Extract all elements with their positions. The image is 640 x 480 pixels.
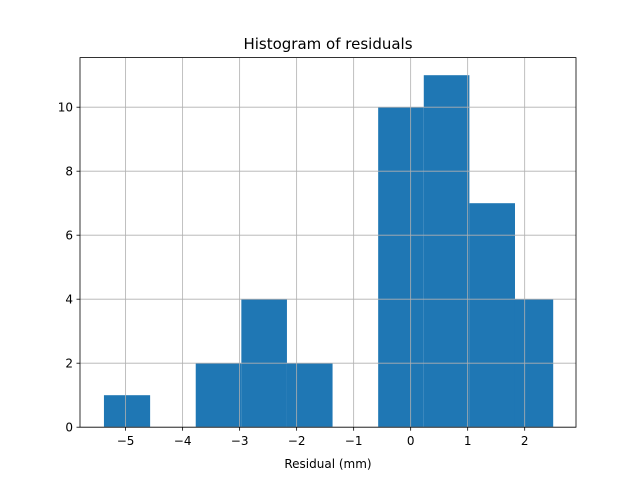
x-tick-label: 1 (464, 434, 472, 448)
x-tick-label: −5 (117, 434, 135, 448)
y-tick-label: 10 (58, 101, 73, 115)
bars-layer (103, 75, 554, 428)
chart-title: Histogram of residuals (243, 35, 412, 53)
x-tick-label: −1 (345, 434, 363, 448)
grid-layer (80, 57, 576, 428)
y-axis-ticks: 0 2 4 6 8 10 (58, 101, 80, 435)
x-tick-label: −4 (174, 434, 192, 448)
y-tick-label: 6 (65, 229, 73, 243)
y-tick-label: 4 (65, 293, 73, 307)
x-tick-label: −2 (288, 434, 306, 448)
x-tick-label: 0 (407, 434, 415, 448)
histogram-bar (286, 363, 333, 428)
histogram-bar (195, 363, 242, 428)
y-tick-label: 0 (65, 421, 73, 435)
x-axis-ticks: −5 −4 −3 −2 −1 0 1 2 (117, 427, 529, 448)
histogram-bar (469, 203, 515, 428)
x-tick-label: −3 (231, 434, 249, 448)
histogram-bar (378, 107, 424, 428)
histogram-bar (423, 75, 470, 428)
x-tick-label: 2 (521, 434, 529, 448)
x-axis-label: Residual (mm) (284, 457, 371, 471)
plot-frame (79, 57, 577, 428)
y-tick-label: 8 (65, 165, 73, 179)
histogram-bar (103, 395, 151, 428)
y-tick-label: 2 (65, 357, 73, 371)
